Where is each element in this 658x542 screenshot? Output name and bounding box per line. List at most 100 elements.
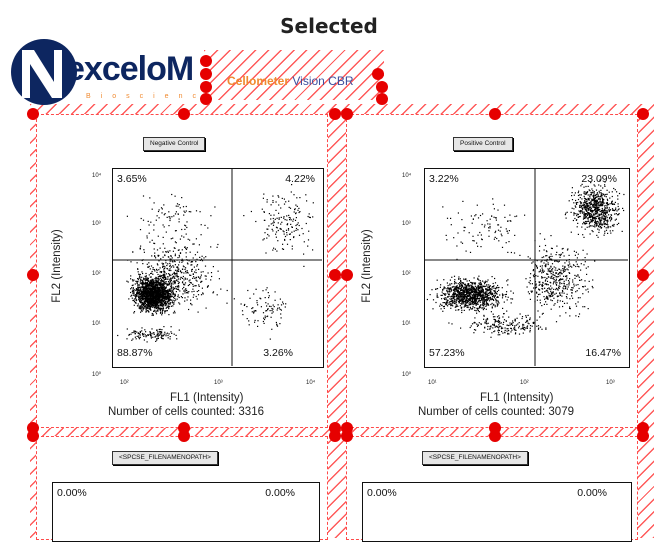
scatter-point	[581, 202, 582, 203]
scatter-point	[191, 269, 192, 270]
scatter-point	[462, 201, 463, 202]
scatter-point	[149, 274, 150, 275]
scatter-point	[244, 305, 245, 306]
scatter-point	[281, 310, 282, 311]
scatter-point	[160, 267, 161, 268]
scatter-point	[164, 334, 165, 335]
scatter-point	[509, 215, 510, 216]
scatter-point	[485, 306, 486, 307]
scatter-point	[183, 272, 184, 273]
scatter-point	[141, 308, 142, 309]
scatter-point	[287, 244, 288, 245]
scatter-point	[154, 288, 155, 289]
scatter-point	[450, 301, 451, 302]
scatter-point	[546, 278, 547, 279]
scatter-point	[472, 223, 473, 224]
scatter-point	[171, 194, 172, 195]
scatter-point	[585, 223, 586, 224]
scatter-point	[558, 296, 559, 297]
scatter-point	[542, 269, 543, 270]
scatter-point	[558, 285, 559, 286]
scatter-point	[185, 291, 186, 292]
scatter-point	[529, 293, 530, 294]
scatter-point	[558, 274, 559, 275]
scatter-point	[484, 225, 485, 226]
scatter-point	[445, 304, 446, 305]
scatter-point	[601, 196, 602, 197]
scatter-point	[234, 298, 235, 299]
scatter-point	[482, 307, 483, 308]
scatter-point	[484, 299, 485, 300]
scatter-point	[156, 272, 157, 273]
scatter-point	[183, 279, 184, 280]
scatter-point	[488, 289, 489, 290]
scatter-point	[282, 198, 283, 199]
scatter-point	[178, 214, 179, 215]
scatter-point	[156, 305, 157, 306]
scatter-point	[200, 276, 201, 277]
scatter-point	[609, 198, 610, 199]
scatter-point	[432, 308, 433, 309]
scatter-point	[504, 217, 505, 218]
scatter-point	[550, 266, 551, 267]
scatter-point	[141, 296, 142, 297]
scatter-point	[164, 312, 165, 313]
scatter-point	[273, 218, 274, 219]
scatter-point	[257, 304, 258, 305]
scatter-point	[153, 298, 154, 299]
scatter-point	[605, 194, 606, 195]
scatter-point	[162, 275, 163, 276]
scatter-point	[178, 294, 179, 295]
scatter-point	[469, 280, 470, 281]
nexcelom-logo[interactable]: exceloM Bioscience Cellometer Vision CBR	[8, 36, 388, 108]
scatter-point	[437, 295, 438, 296]
scatter-point	[287, 223, 288, 224]
scatter-point	[166, 265, 167, 266]
scatter-point	[126, 338, 127, 339]
scatter-point	[263, 312, 264, 313]
scatter-point	[501, 234, 502, 235]
scatter-point	[152, 315, 153, 316]
scatter-point	[477, 302, 478, 303]
scatter-point	[163, 284, 164, 285]
scatter-point	[595, 205, 596, 206]
scatter-point	[505, 294, 506, 295]
scatter-point	[164, 332, 165, 333]
scatter-point	[142, 282, 143, 283]
scatter-point	[483, 309, 484, 310]
scatter-point	[498, 240, 499, 241]
scatter-point	[476, 305, 477, 306]
scatter-point	[576, 261, 577, 262]
scatter-point	[542, 265, 543, 266]
scatter-point	[541, 305, 542, 306]
scatter-point	[584, 198, 585, 199]
scatter-point	[622, 208, 623, 209]
scatter-point	[546, 255, 547, 256]
scatter-point	[447, 287, 448, 288]
scatter-point	[556, 288, 557, 289]
scatter-point	[471, 282, 472, 283]
scatter-point	[173, 276, 174, 277]
scatter-point	[257, 326, 258, 327]
scatter-point	[528, 256, 529, 257]
scatter-point	[278, 204, 279, 205]
scatter-point	[170, 336, 171, 337]
scatter-point	[575, 192, 576, 193]
scatter-point	[271, 310, 272, 311]
scatter-point	[204, 225, 205, 226]
scatter-point	[463, 282, 464, 283]
scatter-point	[585, 261, 586, 262]
scatter-point	[564, 255, 565, 256]
scatter-point	[571, 292, 572, 293]
scatter-point	[603, 199, 604, 200]
scatter-point	[143, 290, 144, 291]
scatter-point	[146, 311, 147, 312]
scatter-point	[151, 333, 152, 334]
scatter-point	[548, 292, 549, 293]
scatter-point	[208, 272, 209, 273]
scatter-point	[452, 302, 453, 303]
scatter-point	[243, 215, 244, 216]
scatter-point	[137, 292, 138, 293]
scatter-point	[285, 306, 286, 307]
scatter-point	[555, 267, 556, 268]
